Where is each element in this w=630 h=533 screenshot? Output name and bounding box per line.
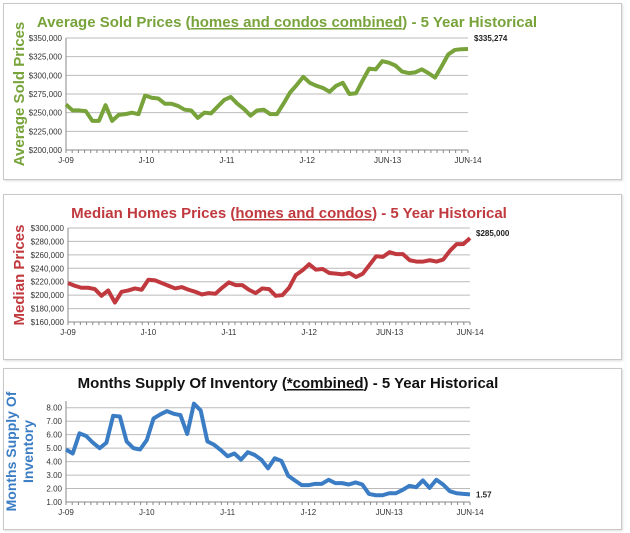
y-tick-label: $225,000 (29, 127, 63, 136)
x-tick-label: J-11 (219, 156, 235, 165)
y-tick-label: 4.00 (46, 458, 62, 467)
x-tick-label: JUN-13 (374, 156, 402, 165)
x-tick-label: JUN-14 (456, 508, 484, 517)
x-tick-label: J-12 (301, 328, 317, 337)
y-tick-label: $180,000 (31, 305, 65, 314)
series-line (64, 401, 471, 498)
x-tick-label: J-12 (299, 156, 315, 165)
y-tick-label: $300,000 (31, 224, 65, 233)
x-tick-label: J-11 (221, 328, 237, 337)
y-axis-label: Median Prices (11, 225, 28, 326)
x-tick-label: J-10 (139, 508, 155, 517)
y-axis-label: Months Supply OfInventory (3, 391, 36, 511)
x-tick-label: J-09 (58, 508, 74, 517)
x-tick-label: J-10 (141, 328, 157, 337)
end-value-label: 1.57 (476, 490, 492, 499)
y-tick-label: $160,000 (31, 318, 65, 327)
x-tick-label: JUN-13 (376, 328, 404, 337)
x-tick-label: JUN-14 (456, 328, 484, 337)
y-tick-label: $350,000 (29, 34, 63, 43)
x-tick-label: J-12 (301, 508, 317, 517)
y-tick-label: $240,000 (31, 264, 65, 273)
series-line (64, 46, 469, 123)
median-price-chart-panel (3, 194, 622, 360)
x-tick-label: JUN-14 (454, 156, 482, 165)
y-tick-label: $325,000 (29, 53, 63, 62)
end-value-label: $285,000 (476, 229, 510, 238)
y-tick-label: 1.00 (46, 498, 62, 507)
chart-title: Median Homes Prices (homes and condos) -… (71, 205, 507, 222)
chart-2: Months Supply Of Inventory (*combined) -… (3, 375, 498, 517)
y-tick-label: $250,000 (29, 109, 63, 118)
y-tick-label: $200,000 (29, 146, 63, 155)
y-tick-label: 6.00 (46, 431, 62, 440)
y-tick-label: $200,000 (31, 291, 65, 300)
chart-0: Average Sold Prices (homes and condos co… (11, 14, 537, 166)
x-tick-label: J-09 (58, 156, 74, 165)
x-tick-label: J-09 (60, 328, 76, 337)
y-tick-label: 7.00 (46, 417, 62, 426)
series-line (67, 236, 472, 305)
end-value-label: $335,274 (474, 34, 508, 43)
y-tick-label: 3.00 (46, 471, 62, 480)
y-tick-label: 5.00 (46, 444, 62, 453)
x-tick-label: JUN-13 (376, 508, 404, 517)
y-tick-label: $280,000 (31, 237, 65, 246)
chart-title: Months Supply Of Inventory (*combined) -… (78, 375, 499, 392)
chart-title: Average Sold Prices (homes and condos co… (37, 14, 537, 31)
y-axis-label: Average Sold Prices (11, 22, 28, 167)
y-tick-label: $300,000 (29, 71, 63, 80)
x-tick-label: J-11 (220, 508, 236, 517)
y-tick-label: $260,000 (31, 251, 65, 260)
x-tick-label: J-10 (139, 156, 155, 165)
y-tick-label: 8.00 (46, 404, 62, 413)
inventory-chart-panel (3, 368, 622, 530)
y-tick-label: 2.00 (46, 485, 62, 494)
chart-1: Median Homes Prices (homes and condos) -… (11, 205, 510, 337)
y-tick-label: $220,000 (31, 278, 65, 287)
y-tick-label: $275,000 (29, 90, 63, 99)
